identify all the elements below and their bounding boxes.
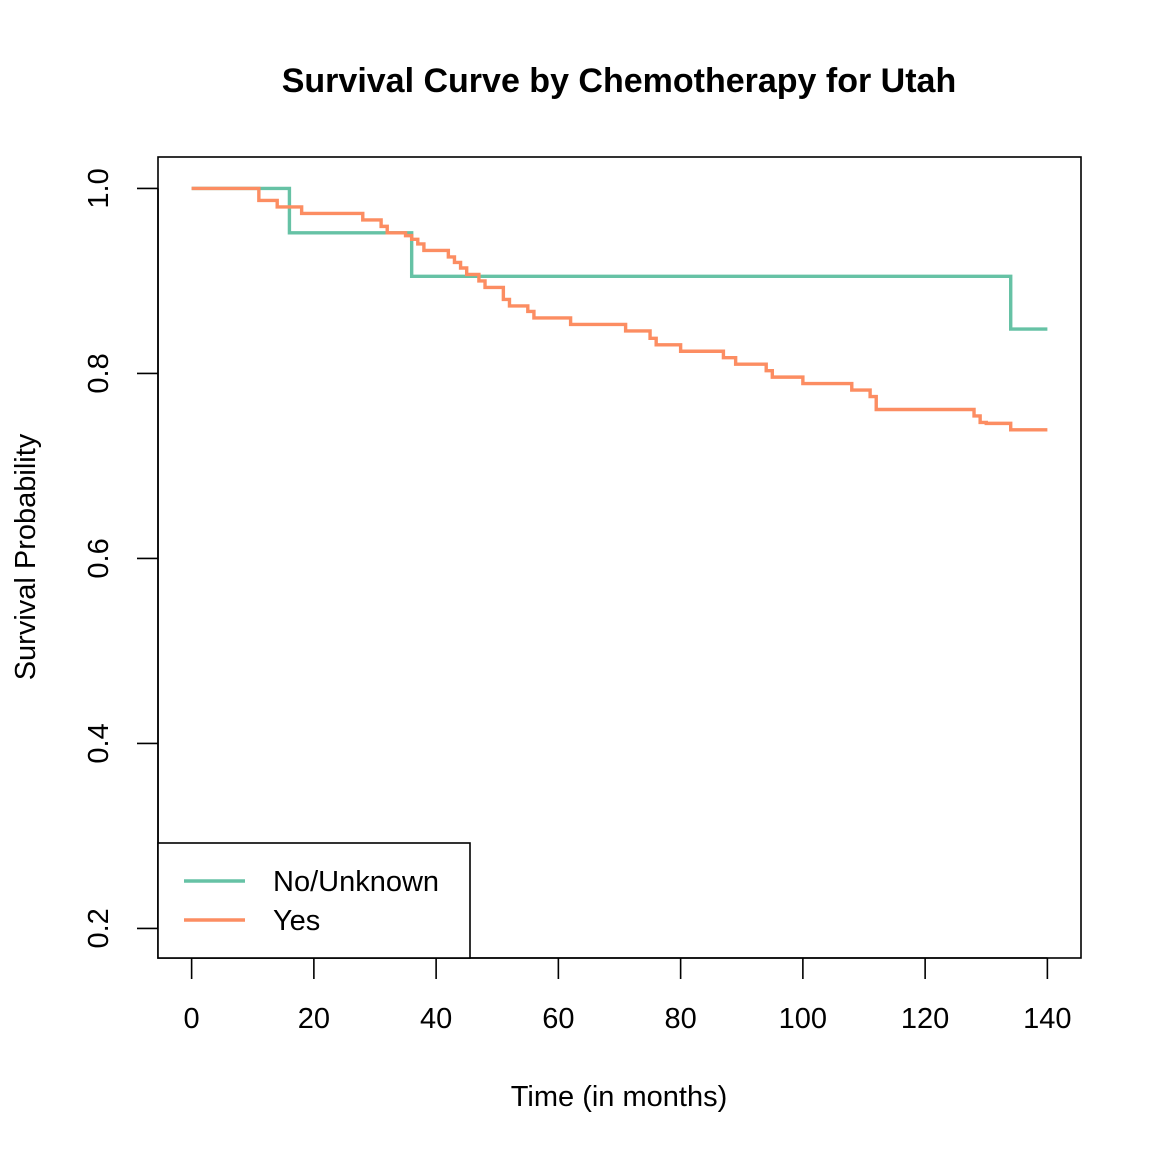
y-tick-label: 1.0 xyxy=(83,168,115,208)
legend-box xyxy=(157,842,471,959)
y-tick-label: 0.4 xyxy=(83,723,115,763)
y-tick-label: 0.6 xyxy=(83,538,115,578)
x-axis-label: Time (in months) xyxy=(511,1081,727,1113)
legend-label: No/Unknown xyxy=(273,866,439,898)
x-tick-label: 140 xyxy=(1023,1003,1071,1035)
y-axis: 0.2 0.4 0.6 0.8 1.0 xyxy=(83,168,159,949)
x-tick-label: 20 xyxy=(298,1003,330,1035)
y-axis-label: Survival Probability xyxy=(10,433,42,680)
legend-label: Yes xyxy=(273,905,320,937)
series-line-1 xyxy=(191,186,1048,432)
series-line-0 xyxy=(191,186,1048,331)
x-tick-label: 0 xyxy=(184,1003,200,1035)
x-tick-label: 100 xyxy=(779,1003,827,1035)
x-tick-label: 40 xyxy=(420,1003,452,1035)
x-tick-label: 60 xyxy=(542,1003,574,1035)
series-layer xyxy=(191,186,1048,432)
x-tick-label: 80 xyxy=(664,1003,696,1035)
legend: No/Unknown Yes xyxy=(157,842,471,959)
chart-title: Survival Curve by Chemotherapy for Utah xyxy=(282,62,957,100)
x-tick-label: 120 xyxy=(901,1003,949,1035)
x-axis: 0 20 40 60 80 100 120 140 xyxy=(184,957,1072,1035)
y-tick-label: 0.2 xyxy=(83,908,115,948)
y-tick-label: 0.8 xyxy=(83,353,115,393)
